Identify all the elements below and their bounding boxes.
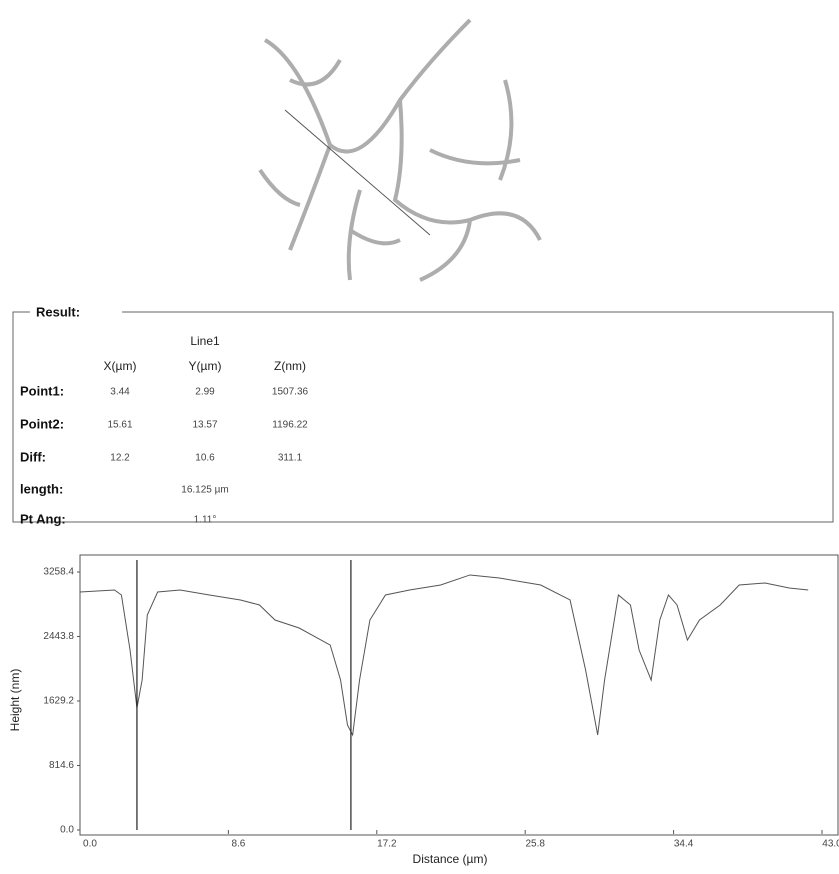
y-tick-label: 3258.4 — [43, 567, 74, 578]
result-box — [12, 311, 834, 523]
row-label: Pt Ang: — [20, 511, 66, 526]
x-tick-label: 17.2 — [377, 839, 397, 850]
y-tick-label: 0.0 — [60, 825, 74, 836]
cell: 1507.36 — [272, 387, 309, 398]
profile-line — [284, 109, 431, 236]
header: X(µm) — [104, 359, 137, 373]
cell: 311.1 — [278, 453, 303, 464]
header: Z(nm) — [274, 359, 306, 373]
profile-line — [79, 574, 809, 737]
cell: 3.44 — [110, 387, 130, 398]
row-label: Point1: — [20, 383, 64, 398]
x-tick-label: 0.0 — [83, 839, 97, 850]
y-tick-label: 2443.8 — [43, 631, 74, 642]
cell: 12.2 — [110, 453, 130, 464]
x-tick-label: 25.8 — [525, 839, 545, 850]
cell: 10.6 — [195, 453, 215, 464]
cell: 1.11° — [194, 515, 217, 526]
cell: 16.125 µm — [181, 485, 228, 496]
cell: 1196.22 — [272, 420, 308, 431]
result-title: Result: — [36, 304, 80, 319]
cell: 13.57 — [192, 420, 217, 431]
plot-frame — [79, 554, 839, 836]
header: Y(µm) — [189, 359, 222, 373]
afm-image — [258, 18, 542, 282]
x-axis-title: Distance (µm) — [413, 852, 488, 866]
cell: 15.61 — [107, 420, 132, 431]
x-tick-label: 43.0 — [822, 839, 839, 850]
line-label: Line1 — [190, 334, 220, 348]
y-tick-label: 1629.2 — [43, 696, 74, 707]
x-tick-label: 34.4 — [674, 839, 694, 850]
row-label: Diff: — [20, 449, 46, 464]
y-axis-title: Height (nm) — [8, 669, 22, 732]
row-label: Point2: — [20, 416, 64, 431]
y-tick-label: 814.6 — [49, 760, 74, 771]
cell: 2.99 — [195, 387, 215, 398]
x-tick-label: 8.6 — [231, 839, 245, 850]
row-label: length: — [20, 481, 63, 496]
result-title-bg — [30, 305, 122, 321]
